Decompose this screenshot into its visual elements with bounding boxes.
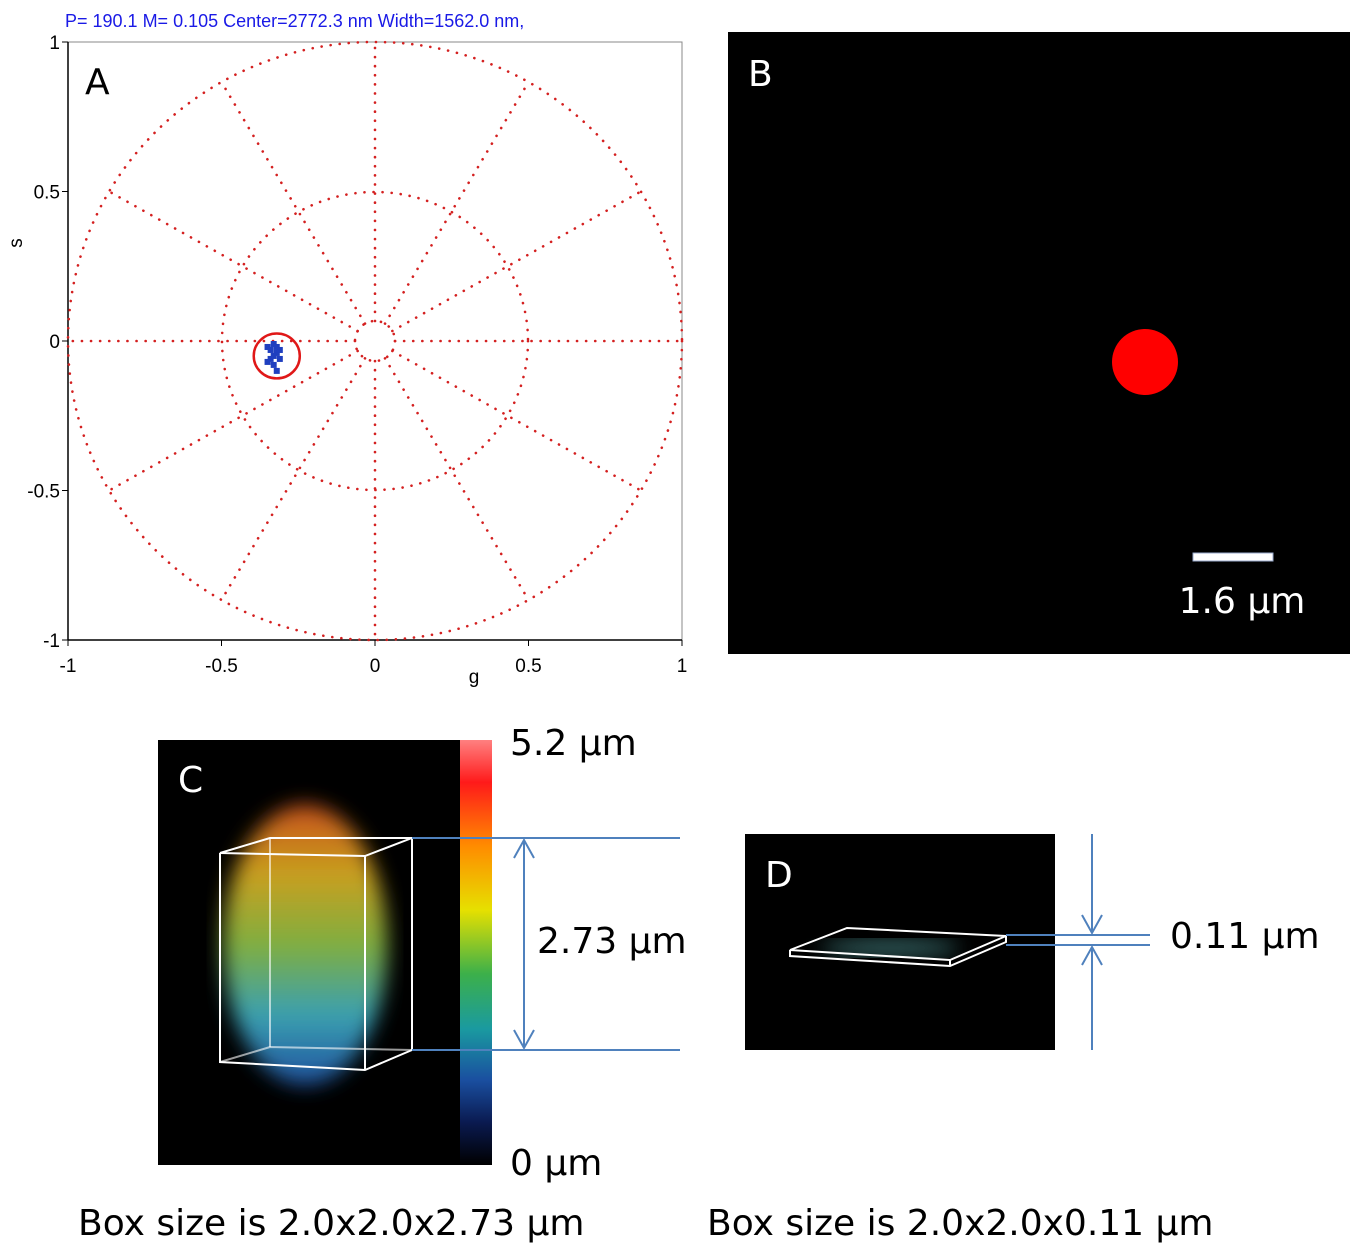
- y-tick-label: 1: [49, 33, 60, 54]
- caption: Box size is 2.0x2.0x2.73 µm: [78, 1203, 585, 1243]
- panel-label: D: [765, 855, 793, 896]
- spoke: [383, 357, 530, 602]
- y-tick-label: 0.5: [34, 183, 60, 204]
- spoke: [220, 80, 367, 325]
- point: [273, 343, 280, 350]
- x-tick-label: 0: [370, 656, 381, 677]
- point: [267, 355, 274, 362]
- colorbar-min: 0 µm: [510, 1143, 602, 1184]
- point: [276, 346, 283, 353]
- x-tick-label: -1: [60, 656, 77, 677]
- spoke: [107, 190, 359, 333]
- point: [270, 352, 277, 359]
- panel-label: B: [748, 54, 773, 95]
- x-tick-label: 1: [677, 656, 688, 677]
- bounding-box: [219, 837, 413, 1072]
- spoke: [391, 190, 643, 333]
- point: [270, 361, 277, 368]
- cursor-circle: [252, 332, 302, 380]
- volume-render: [223, 805, 387, 1085]
- colorbar-max: 5.2 µm: [510, 723, 637, 764]
- point: [264, 343, 271, 350]
- panel-a: P= 190.1 M= 0.105 Center=2772.3 nm Width…: [6, 11, 684, 688]
- image-b: [728, 32, 1350, 654]
- spoke: [391, 349, 643, 492]
- x-axis-label: g: [469, 667, 480, 688]
- x-tick-label: -0.5: [205, 656, 238, 677]
- particle: [1112, 329, 1178, 395]
- scale-bar: [1192, 552, 1274, 562]
- panel-c: C 5.2 µm 0 µm 2.73 µm Box size is 2.0x2.…: [78, 723, 687, 1243]
- plot-frame: [67, 41, 683, 641]
- plot-title: P= 190.1 M= 0.105 Center=2772.3 nm Width…: [65, 11, 524, 31]
- height-label: 0.11 µm: [1170, 916, 1320, 957]
- y-tick-label: -0.5: [27, 482, 60, 503]
- point: [264, 358, 271, 365]
- caption: Box size is 2.0x2.0x0.11 µm: [707, 1203, 1214, 1243]
- y-axis-label: s: [6, 238, 27, 248]
- y-tick-label: -1: [43, 631, 60, 652]
- height-label: 2.73 µm: [537, 921, 687, 962]
- point: [270, 340, 277, 347]
- point: [276, 355, 283, 362]
- spoke: [220, 357, 367, 602]
- scale-bar-label: 1.6 µm: [1179, 581, 1306, 622]
- panel-b: B 1.6 µm: [728, 32, 1350, 654]
- panel-d: D 0.11 µm Box size is 2.0x2.0x0.11 µm: [707, 834, 1320, 1243]
- spoke: [383, 80, 530, 325]
- spoke: [107, 349, 359, 492]
- panel-label: C: [178, 760, 203, 801]
- colorbar: [460, 740, 492, 1165]
- y-tick-label: 0: [49, 332, 60, 353]
- x-tick-label: 0.5: [515, 656, 541, 677]
- point: [273, 367, 280, 374]
- volume-render: [820, 940, 960, 956]
- panel-label: A: [85, 62, 110, 103]
- polar-grid: [66, 40, 684, 642]
- point: [267, 346, 274, 353]
- point: [273, 349, 280, 356]
